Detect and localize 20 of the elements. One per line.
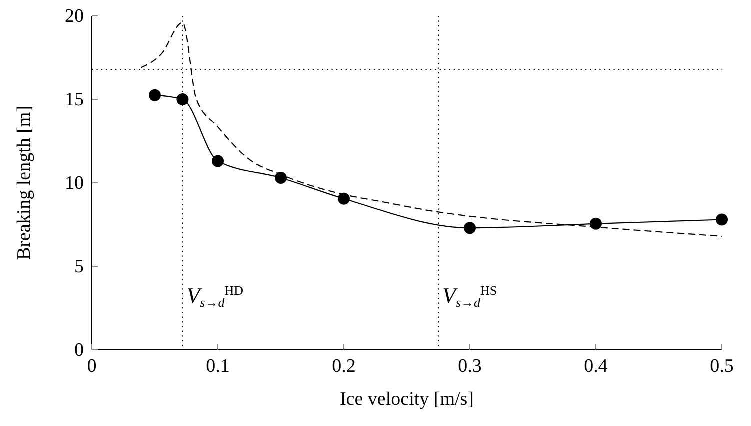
point — [275, 172, 287, 184]
x-tick-label: 0.3 — [458, 356, 482, 377]
point — [176, 94, 189, 106]
point — [464, 222, 476, 234]
y-axis-title: Breaking length [m] — [14, 106, 35, 260]
y-tick-label: 0 — [74, 340, 84, 361]
y-tick-label: 5 — [74, 256, 84, 278]
x-tick-label: 0.5 — [710, 356, 734, 377]
x-tick-label: 0.2 — [332, 356, 356, 377]
point — [716, 214, 728, 226]
point — [338, 192, 350, 205]
y-tick-label: 15 — [65, 90, 84, 110]
point — [149, 89, 161, 102]
x-tick-label: 0.4 — [584, 356, 608, 377]
y-tick-label: 10 — [65, 173, 84, 194]
y-tick-label: 20 — [65, 6, 84, 27]
x-axis-title: Ice velocity [m/s] — [340, 389, 474, 410]
x-tick-label: 0.1 — [206, 356, 230, 377]
point — [590, 218, 602, 230]
point — [212, 155, 224, 168]
